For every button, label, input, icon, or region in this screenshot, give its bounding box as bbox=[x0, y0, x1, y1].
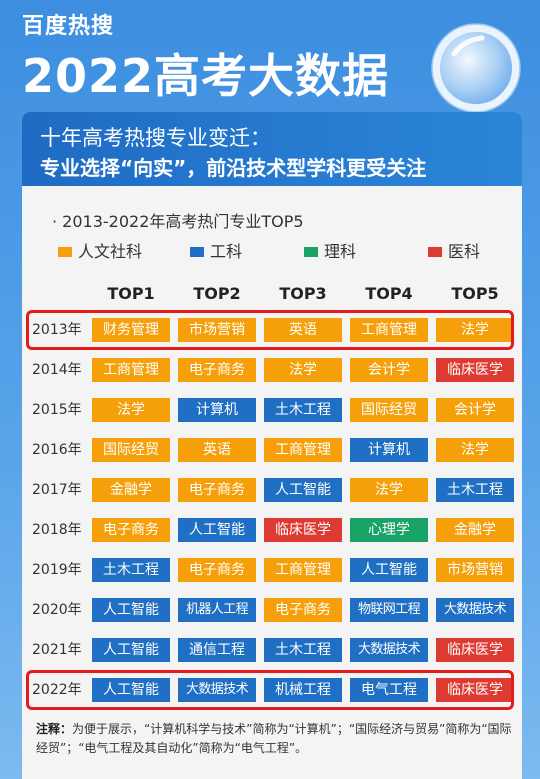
table-row: 2022年 人工智能 大数据技术 机械工程 电气工程 临床医学 bbox=[22, 674, 522, 706]
major-cell: 电子商务 bbox=[178, 478, 256, 502]
major-cell: 市场营销 bbox=[178, 318, 256, 342]
legend-swatch bbox=[304, 247, 318, 257]
major-cell: 法学 bbox=[264, 358, 342, 382]
major-cell: 工商管理 bbox=[92, 358, 170, 382]
year-label: 2013年 bbox=[32, 322, 82, 338]
major-cell: 物联网工程 bbox=[350, 598, 428, 622]
year-label: 2022年 bbox=[32, 682, 82, 698]
major-cell: 电子商务 bbox=[178, 358, 256, 382]
major-cell: 金融学 bbox=[436, 518, 514, 542]
major-cell: 会计学 bbox=[350, 358, 428, 382]
major-cell: 国际经贸 bbox=[92, 438, 170, 462]
table-row: 2014年 工商管理 电子商务 法学 会计学 临床医学 bbox=[22, 354, 522, 386]
major-cell: 临床医学 bbox=[436, 678, 514, 702]
column-header-top5: TOP5 bbox=[451, 284, 499, 303]
banner-line-1: 十年高考热搜专业变迁： bbox=[40, 126, 271, 150]
major-cell: 土木工程 bbox=[436, 478, 514, 502]
major-cell: 大数据技术 bbox=[436, 598, 514, 622]
year-label: 2014年 bbox=[32, 362, 82, 378]
legend-label: 工科 bbox=[210, 242, 243, 261]
page-header: 百度热搜 2022高考大数据 bbox=[0, 0, 540, 120]
legend-swatch bbox=[190, 247, 204, 257]
table-row: 2021年 人工智能 通信工程 土木工程 大数据技术 临床医学 bbox=[22, 634, 522, 666]
major-cell: 心理学 bbox=[350, 518, 428, 542]
footnote-text: 为便于展示，“计算机科学与技术”简称为“计算机”；“国际经济与贸易”简称为“国际… bbox=[36, 722, 512, 755]
major-cell: 临床医学 bbox=[264, 518, 342, 542]
table-row: 2020年 人工智能 机器人工程 电子商务 物联网工程 大数据技术 bbox=[22, 594, 522, 626]
year-label: 2020年 bbox=[32, 602, 82, 618]
legend-label: 人文社科 bbox=[78, 242, 143, 261]
major-cell: 工商管理 bbox=[264, 438, 342, 462]
major-cell: 临床医学 bbox=[436, 638, 514, 662]
column-header-top1: TOP1 bbox=[107, 284, 155, 303]
table-row: 2018年 电子商务 人工智能 临床医学 心理学 金融学 bbox=[22, 514, 522, 546]
highlight-box bbox=[26, 670, 514, 710]
footnote: 注释：为便于展示，“计算机科学与技术”简称为“计算机”；“国际经济与贸易”简称为… bbox=[36, 720, 512, 758]
major-cell: 电子商务 bbox=[178, 558, 256, 582]
major-cell: 法学 bbox=[436, 438, 514, 462]
major-cell: 土木工程 bbox=[264, 398, 342, 422]
year-label: 2017年 bbox=[32, 482, 82, 498]
table-row: 2015年 法学 计算机 土木工程 国际经贸 会计学 bbox=[22, 394, 522, 426]
table-row: 2013年 财务管理 市场营销 英语 工商管理 法学 bbox=[22, 314, 522, 346]
magnifier-icon bbox=[431, 23, 521, 113]
major-cell: 工商管理 bbox=[350, 318, 428, 342]
year-label: 2018年 bbox=[32, 522, 82, 538]
major-cell: 国际经贸 bbox=[350, 398, 428, 422]
major-cell: 法学 bbox=[350, 478, 428, 502]
footnote-label: 注释： bbox=[36, 722, 73, 736]
banner: 十年高考热搜专业变迁： 专业选择“向实”，前沿技术型学科更受关注 bbox=[22, 112, 522, 186]
legend-swatch bbox=[428, 247, 442, 257]
column-header-top4: TOP4 bbox=[365, 284, 413, 303]
year-label: 2019年 bbox=[32, 562, 82, 578]
major-cell: 英语 bbox=[264, 318, 342, 342]
major-cell: 通信工程 bbox=[178, 638, 256, 662]
table-title: · 2013-2022年高考热门专业TOP5 bbox=[52, 212, 304, 231]
major-cell: 土木工程 bbox=[92, 558, 170, 582]
year-label: 2021年 bbox=[32, 642, 82, 658]
major-cell: 电子商务 bbox=[264, 598, 342, 622]
major-cell: 临床医学 bbox=[436, 358, 514, 382]
major-cell: 计算机 bbox=[350, 438, 428, 462]
table-row: 2017年 金融学 电子商务 人工智能 法学 土木工程 bbox=[22, 474, 522, 506]
year-label: 2015年 bbox=[32, 402, 82, 418]
major-cell: 电子商务 bbox=[92, 518, 170, 542]
banner-line-2: 专业选择“向实”，前沿技术型学科更受关注 bbox=[40, 156, 427, 180]
major-cell: 英语 bbox=[178, 438, 256, 462]
legend: 人文社科 工科 理科 医科 bbox=[58, 240, 518, 264]
brand-title: 百度热搜 bbox=[22, 14, 115, 39]
major-cell: 工商管理 bbox=[264, 558, 342, 582]
major-cell: 金融学 bbox=[92, 478, 170, 502]
main-title: 2022高考大数据 bbox=[22, 49, 390, 103]
legend-swatch bbox=[58, 247, 72, 257]
column-header-top2: TOP2 bbox=[193, 284, 241, 303]
table-row: 2016年 国际经贸 英语 工商管理 计算机 法学 bbox=[22, 434, 522, 466]
legend-label: 医科 bbox=[448, 242, 481, 261]
major-cell: 人工智能 bbox=[178, 518, 256, 542]
highlight-box bbox=[26, 310, 514, 350]
major-cell: 计算机 bbox=[178, 398, 256, 422]
major-cell: 机械工程 bbox=[264, 678, 342, 702]
major-cell: 人工智能 bbox=[92, 598, 170, 622]
table-title-text: 2013-2022年高考热门专业TOP5 bbox=[62, 212, 304, 231]
major-cell: 法学 bbox=[436, 318, 514, 342]
legend-label: 理科 bbox=[324, 242, 357, 261]
major-cell: 电气工程 bbox=[350, 678, 428, 702]
major-cell: 人工智能 bbox=[92, 638, 170, 662]
major-cell: 法学 bbox=[92, 398, 170, 422]
major-cell: 土木工程 bbox=[264, 638, 342, 662]
content-card: 十年高考热搜专业变迁： 专业选择“向实”，前沿技术型学科更受关注 · 2013-… bbox=[22, 112, 522, 779]
major-cell: 人工智能 bbox=[350, 558, 428, 582]
major-cell: 大数据技术 bbox=[178, 678, 256, 702]
year-label: 2016年 bbox=[32, 442, 82, 458]
major-cell: 会计学 bbox=[436, 398, 514, 422]
column-header-top3: TOP3 bbox=[279, 284, 327, 303]
major-cell: 机器人工程 bbox=[178, 598, 256, 622]
major-cell: 大数据技术 bbox=[350, 638, 428, 662]
table-row: 2019年 土木工程 电子商务 工商管理 人工智能 市场营销 bbox=[22, 554, 522, 586]
major-cell: 市场营销 bbox=[436, 558, 514, 582]
major-cell: 财务管理 bbox=[92, 318, 170, 342]
major-cell: 人工智能 bbox=[92, 678, 170, 702]
major-cell: 人工智能 bbox=[264, 478, 342, 502]
